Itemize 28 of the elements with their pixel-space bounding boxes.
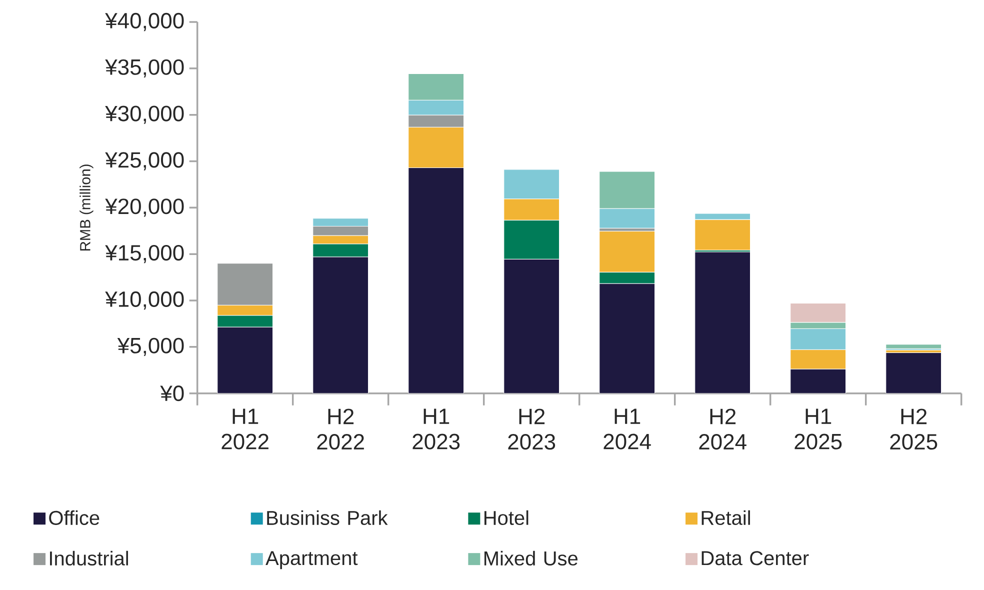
x-tick-label: H1 2022 [222, 408, 268, 450]
legend-label: Industrial [50, 550, 128, 566]
x-tick-label: H1 2024 [604, 408, 651, 450]
y-tick-label: ¥20,000 [105, 198, 184, 217]
x-tick-label: H2 2025 [890, 408, 938, 450]
y-tick-label: ¥15,000 [105, 244, 184, 264]
legend-label: Businiss Park [267, 510, 388, 526]
y-tick-label: ¥25,000 [105, 152, 184, 170]
x-tick-label: H1 2023 [412, 408, 460, 450]
x-tick-label: H2 2024 [699, 408, 746, 450]
legend-label: Office [49, 510, 100, 526]
legend-label: Mixed Use [484, 550, 578, 566]
x-tick-label: H1 2025 [794, 408, 842, 450]
legend-label: Retail [702, 510, 750, 526]
y-axis-title: RMB (million) [80, 164, 94, 250]
bar [886, 352, 942, 394]
y-tick-label: ¥0 [160, 386, 184, 402]
y-tick-label: ¥5,000 [117, 338, 184, 356]
y-tick-label: ¥10,000 [105, 291, 184, 310]
y-tick-label: ¥40,000 [105, 12, 184, 32]
legend-label: Apartment [266, 551, 358, 570]
legend-label: Data Center [702, 551, 809, 566]
x-tick-label: H2 2022 [317, 408, 364, 450]
x-tick-label: H2 2023 [508, 408, 556, 450]
legend-label: Hotel [484, 510, 528, 526]
y-tick-label: ¥30,000 [105, 106, 184, 124]
bar [886, 344, 942, 349]
y-tick-label: ¥35,000 [105, 59, 184, 78]
